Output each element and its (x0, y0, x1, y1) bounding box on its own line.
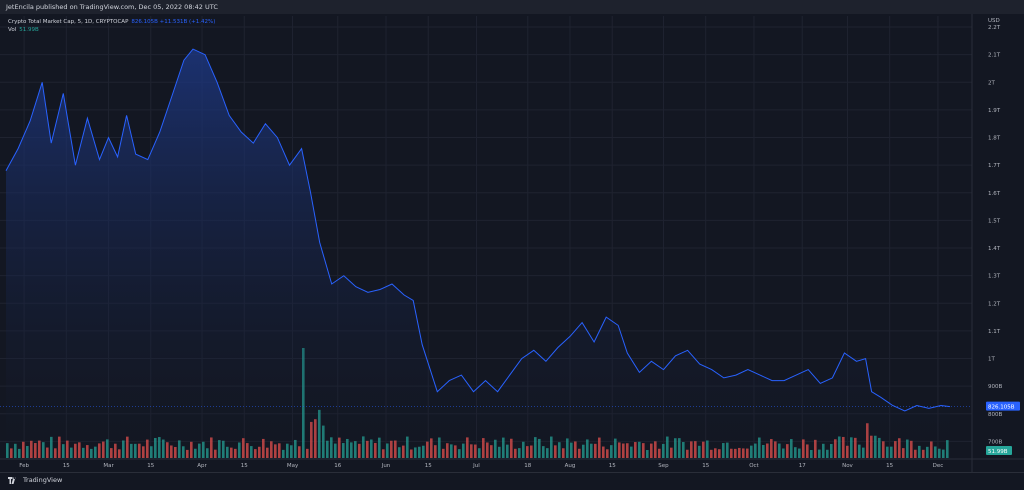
time-axis[interactable]: Feb 15 Mar 15 Apr 15 May 16 Jun 15 Jul 18 Aug 15 Sep 15… (19, 463, 943, 469)
price-tick-label: 1.8T (988, 136, 1001, 142)
time-tick-label: Mar (103, 463, 114, 469)
price-tick-label: 1.7T (988, 163, 1001, 169)
time-tick-label: May (287, 463, 299, 469)
volume-label: Vol (8, 27, 17, 33)
market-cap-area (6, 49, 950, 458)
time-tick-label: Feb (19, 463, 29, 469)
time-tick-label: 15 (147, 463, 154, 469)
price-tick-label: 2.1T (988, 53, 1001, 59)
current-price-tag: 826.105B (986, 401, 1020, 411)
footer-bar (0, 472, 1024, 490)
time-tick-label: 15 (241, 463, 248, 469)
current-price-label: 826.105B (988, 405, 1015, 411)
price-tick-label: 1.9T (988, 108, 1001, 114)
symbol-legend[interactable]: Crypto Total Market Cap, 5, 1D, CRYPTOCA… (8, 19, 215, 25)
time-tick-label: Nov (842, 463, 853, 469)
price-axis-unit: USD (988, 18, 1000, 24)
time-tick-label: Apr (197, 463, 207, 469)
price-tick-label: 800B (988, 412, 1002, 418)
symbol-name: Crypto Total Market Cap, 5, 1D, CRYPTOCA… (8, 19, 129, 25)
time-tick-label: 15 (425, 463, 432, 469)
time-tick-label: Sep (658, 463, 669, 469)
price-axis[interactable]: USD 2.2T 2.1T 2T 1.9T 1.8T 1.7T 1.6T 1.5T 1.4T 1.… (988, 18, 1002, 445)
logo-text: TradingView (23, 476, 63, 484)
time-tick-label: 18 (524, 463, 531, 469)
price-tick-label: 1T (988, 357, 995, 363)
time-tick-label: Jul (472, 463, 480, 469)
tradingview-logo-icon (8, 476, 16, 484)
time-tick-label: 15 (886, 463, 893, 469)
publisher-text: JetEncila published on TradingView.com, … (6, 3, 218, 11)
price-tick-label: 2T (988, 80, 995, 86)
current-volume-label: 51.99B (988, 449, 1008, 455)
time-tick-label: 15 (609, 463, 616, 469)
price-tick-label: 1.4T (988, 246, 1001, 252)
tradingview-logo[interactable]: TradingView (8, 476, 62, 484)
time-tick-label: 16 (334, 463, 341, 469)
publisher-bar: JetEncila published on TradingView.com, … (0, 0, 1024, 14)
price-tick-label: 1.2T (988, 301, 1001, 307)
time-tick-label: Oct (749, 463, 759, 469)
price-tick-label: 1.3T (988, 274, 1001, 280)
time-tick-label: Jun (381, 463, 391, 469)
market-cap-line[interactable] (5, 48, 951, 412)
price-tick-label: 2.2T (988, 25, 1001, 31)
time-tick-label: Dec (933, 463, 944, 469)
price-tick-label: 700B (988, 439, 1002, 445)
volume-value: 51.99B (19, 27, 39, 33)
time-tick-label: 15 (63, 463, 70, 469)
price-tick-label: 1.6T (988, 191, 1001, 197)
time-tick-label: Aug (565, 463, 576, 469)
symbol-value: 826.105B +11.531B (+1.42%) (131, 19, 216, 25)
price-tick-label: 1.1T (988, 329, 1001, 335)
time-tick-label: 15 (702, 463, 709, 469)
time-tick-label: 17 (799, 463, 806, 469)
current-volume-tag: 51.99B (986, 446, 1012, 455)
volume-legend[interactable]: Vol 51.99B (8, 27, 39, 33)
price-tick-label: 1.5T (988, 218, 1001, 224)
price-tick-label: 900B (988, 384, 1002, 390)
